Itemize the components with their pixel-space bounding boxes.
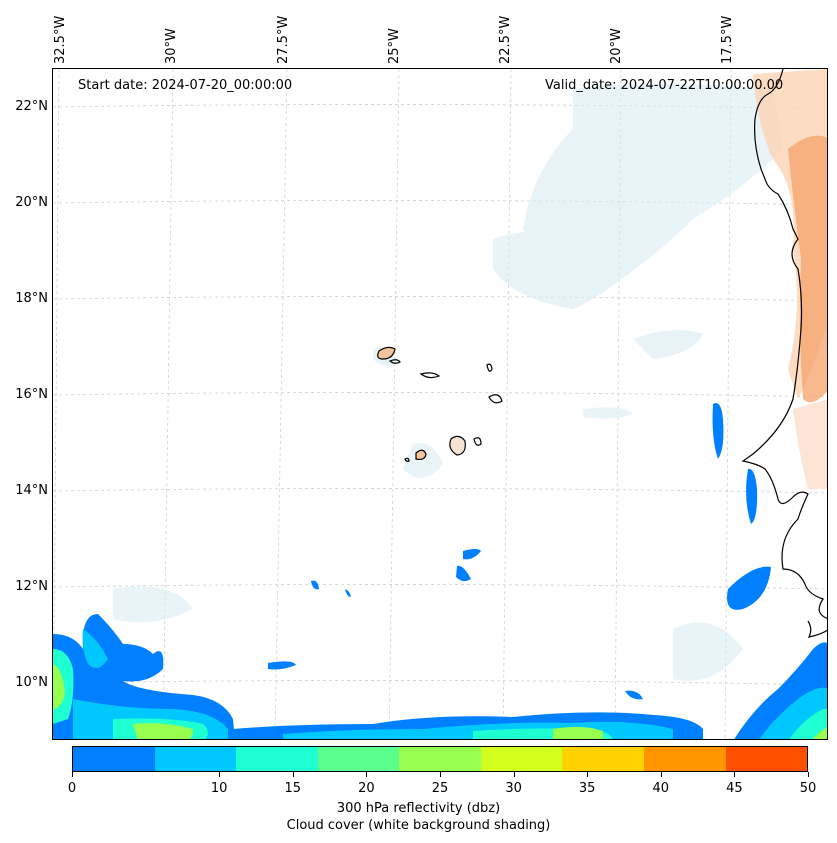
coastal-shading: [753, 69, 827, 489]
colorbar-tick: [734, 772, 736, 777]
lat-label-20n: 20°N: [15, 195, 48, 210]
lon-label-25w: 25°W: [387, 28, 402, 64]
colorbar-tick-label: 20: [358, 781, 375, 796]
colorbar-segment: [399, 747, 481, 771]
start-date-label: Start date: 2024-07-20_00:00:00: [78, 78, 293, 93]
colorbar-tick-label: 45: [726, 781, 743, 796]
colorbar-tick: [808, 772, 809, 777]
colorbar-tick-label: 10: [210, 781, 228, 796]
colorbar-tick-label: 50: [799, 781, 817, 796]
lat-label-18n: 18°N: [15, 291, 48, 306]
reflectivity-contours: [53, 403, 827, 739]
colorbar-tick: [366, 772, 368, 777]
colorbar-tick-label: 40: [652, 781, 670, 796]
lat-label-10n: 10°N: [15, 675, 48, 690]
colorbar-segment: [643, 747, 726, 771]
lon-label-30w: 30°W: [164, 28, 179, 64]
map-panel[interactable]: [52, 68, 828, 740]
colorbar-tick-label: 25: [431, 781, 449, 796]
colorbar-tick-label: 30: [505, 781, 522, 796]
cloud-cover-shading: [113, 84, 783, 681]
map-canvas: [53, 69, 827, 739]
lon-label-27-5w: 27.5°W: [276, 15, 291, 64]
colorbar-tick: [219, 772, 221, 777]
colorbar-segment: [73, 747, 155, 771]
lat-label-14n: 14°N: [15, 483, 48, 498]
colorbar-tick-label: 0: [67, 781, 77, 796]
graticule: [53, 69, 827, 739]
coastline: [741, 69, 827, 638]
colorbar-tick: [660, 772, 662, 777]
colorbar-tick: [72, 772, 73, 777]
colorbar-segment: [236, 747, 318, 771]
lat-label-16n: 16°N: [15, 387, 48, 402]
colorbar-segment: [480, 747, 563, 771]
colorbar-segment: [725, 747, 808, 771]
colorbar-segment: [154, 747, 237, 771]
valid-date-label: Valid_date: 2024-07-22T10:00:00.00: [545, 78, 784, 93]
colorbar-title: 300 hPa reflectivity (dbz): [336, 801, 501, 816]
colorbar-segment: [562, 747, 644, 771]
colorbar-tick-label: 15: [284, 781, 302, 796]
colorbar-subtitle: Cloud cover (white background shading): [286, 818, 551, 833]
lon-label-32-5w: 32.5°W: [53, 15, 68, 64]
lat-label-12n: 12°N: [15, 579, 48, 594]
lat-label-22n: 22°N: [15, 99, 48, 114]
lon-label-22-5w: 22.5°W: [498, 15, 513, 64]
colorbar-tick: [440, 772, 441, 777]
islands: [377, 346, 503, 462]
reflectivity-colorbar: [72, 746, 808, 772]
colorbar-tick: [292, 772, 294, 777]
lon-label-20w: 20°W: [609, 28, 624, 64]
colorbar-tick: [587, 772, 589, 777]
colorbar-tick: [513, 772, 515, 777]
colorbar-segment: [317, 747, 400, 771]
lon-label-17-5w: 17.5°W: [720, 15, 735, 64]
colorbar-tick-label: 35: [578, 781, 596, 796]
